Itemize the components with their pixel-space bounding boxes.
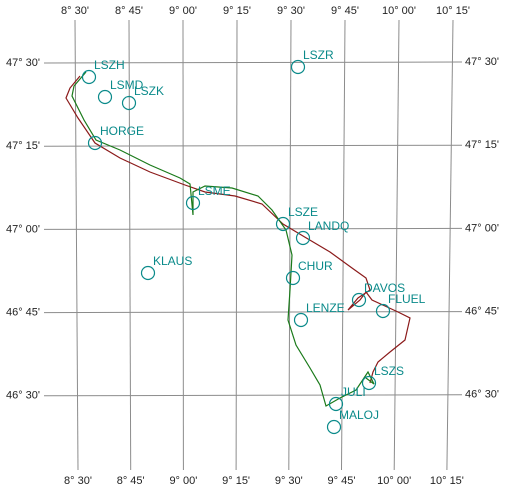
- waypoint: [290, 59, 306, 75]
- waypoint-label: HORGE: [100, 124, 144, 138]
- longitude-label: 10° 00': [382, 5, 416, 17]
- longitude-label: 9° 45': [331, 5, 359, 17]
- waypoint: [351, 292, 367, 308]
- waypoint-label: LSZS: [374, 364, 404, 378]
- waypoint-label: LSZR: [303, 48, 334, 62]
- waypoint-label: LSZH: [94, 58, 125, 72]
- waypoint: [87, 135, 103, 151]
- route-red: [65, 75, 411, 384]
- latitude-label: 46° 45': [465, 306, 499, 318]
- waypoint: [293, 312, 309, 328]
- waypoint: [185, 195, 201, 211]
- latitude-label: 47° 15': [465, 139, 499, 151]
- waypoint-label: CHUR: [298, 259, 333, 273]
- meridian: [128, 19, 132, 471]
- waypoint-label: LSZK: [134, 84, 164, 98]
- parallel: [43, 394, 463, 397]
- parallel: [43, 144, 463, 147]
- waypoint: [375, 303, 391, 319]
- meridian: [393, 19, 400, 471]
- longitude-label: 10° 00': [377, 475, 411, 487]
- graticule: 8° 30' 8° 30' 8° 45' 8° 45' 9° 00' 9° 00' 9° 1…: [6, 5, 499, 487]
- waypoint: [81, 69, 97, 85]
- longitude-label: 8° 45': [117, 475, 145, 487]
- latitude-label: 47° 30': [465, 56, 499, 68]
- meridian: [446, 19, 454, 471]
- parallel: [43, 311, 463, 314]
- waypoint-label: LANDQ: [308, 219, 349, 233]
- waypoint-label: KLAUS: [153, 254, 192, 268]
- waypoint-label: DAVOS: [364, 281, 405, 295]
- waypoint: [121, 95, 137, 111]
- waypoint-label: FLUEL: [388, 292, 426, 306]
- route-green: [71, 71, 375, 407]
- longitude-label: 8° 30': [61, 5, 89, 17]
- latitude-label: 47° 00': [6, 223, 40, 235]
- longitude-label: 9° 30': [277, 5, 305, 17]
- waypoint-label: MALOJ: [339, 408, 379, 422]
- longitude-label: 9° 45': [328, 475, 356, 487]
- longitude-label: 10° 15': [436, 5, 470, 17]
- latitude-label: 46° 30': [465, 389, 499, 401]
- longitude-label: 9° 15': [222, 475, 250, 487]
- waypoint: [326, 419, 342, 435]
- longitude-label: 8° 30': [64, 475, 92, 487]
- waypoint-label: LENZE: [306, 301, 345, 315]
- waypoint: [285, 270, 301, 286]
- waypoint-label: LSME: [198, 184, 231, 198]
- waypoint: [140, 265, 156, 281]
- waypoint: [328, 396, 344, 412]
- longitude-label: 9° 30': [275, 475, 303, 487]
- meridian: [74, 19, 79, 471]
- waypoint: [275, 216, 291, 232]
- longitude-label: 9° 15': [223, 5, 251, 17]
- longitude-label: 9° 00': [169, 5, 197, 17]
- waypoint-label: LSZE: [288, 205, 318, 219]
- latitude-label: 46° 30': [6, 390, 40, 402]
- waypoint-label: LSMD: [110, 78, 144, 92]
- meridian: [235, 19, 238, 471]
- waypoint: [295, 230, 311, 246]
- latitude-label: 47° 30': [6, 57, 40, 69]
- waypoint: [361, 375, 377, 391]
- longitude-label: 8° 45': [115, 5, 143, 17]
- latitude-label: 46° 45': [6, 307, 40, 319]
- parallel: [43, 227, 463, 230]
- latitude-label: 47° 00': [465, 222, 499, 234]
- longitude-label: 9° 00': [169, 475, 197, 487]
- waypoint: [97, 89, 113, 105]
- parallel: [43, 61, 463, 64]
- longitude-label: 10° 15': [430, 475, 464, 487]
- latitude-label: 47° 15': [6, 140, 40, 152]
- waypoint-label: JULI: [341, 385, 366, 399]
